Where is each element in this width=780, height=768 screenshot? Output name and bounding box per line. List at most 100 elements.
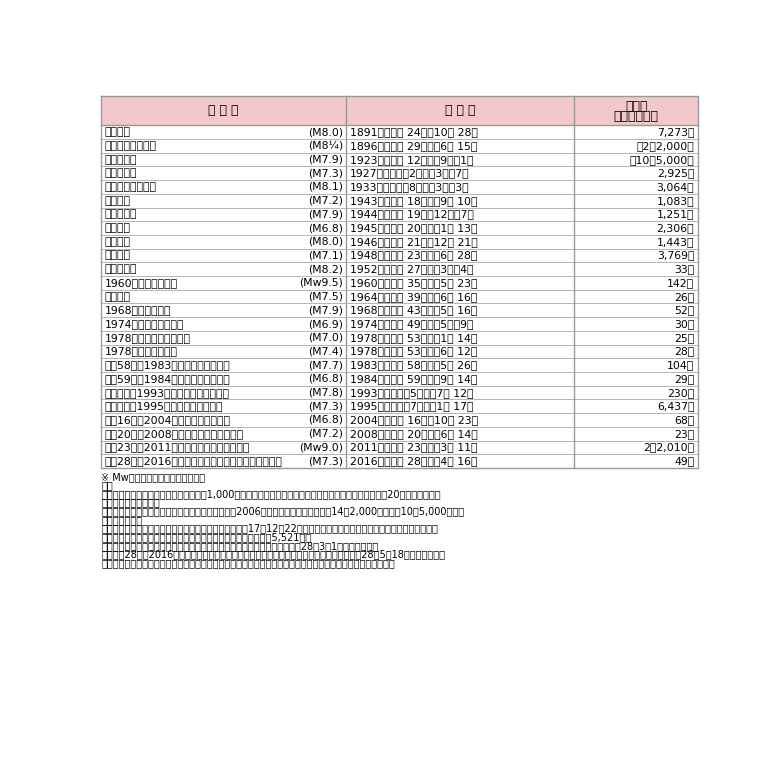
Text: 1943年（昭和 18年）　9月 10日: 1943年（昭和 18年） 9月 10日	[350, 196, 477, 206]
Text: 1974年（昭和 49年）　5月　9日: 1974年（昭和 49年） 5月 9日	[350, 319, 473, 329]
Text: 25人: 25人	[674, 333, 694, 343]
Text: 104人: 104人	[667, 360, 694, 370]
Text: 約10万5,000人: 約10万5,000人	[629, 154, 694, 164]
Text: 1,083人: 1,083人	[657, 196, 694, 206]
Text: 29人: 29人	[674, 374, 694, 384]
Text: ※ Mw：モーメントマグニチュード: ※ Mw：モーメントマグニチュード	[101, 472, 205, 482]
Text: (Mw9.0): (Mw9.0)	[300, 442, 343, 452]
Text: 6,437人: 6,437人	[657, 401, 694, 411]
Text: 26人: 26人	[674, 292, 694, 302]
Text: 地震動に基づく建物倒壊・火災等を直接原因とする死者は、5,521人。: 地震動に基づく建物倒壊・火災等を直接原因とする死者は、5,521人。	[101, 532, 311, 542]
Text: 1923年（大正 12年）　9月　1日: 1923年（大正 12年） 9月 1日	[350, 154, 473, 164]
Text: 68人: 68人	[674, 415, 694, 425]
Text: 142人: 142人	[667, 278, 694, 288]
Text: １．戦前については死者・行方不明者が1,000人を超える被害地震、戦後については死者・行方不明者が20人を超える被害: １．戦前については死者・行方不明者が1,000人を超える被害地震、戦後については…	[101, 489, 441, 499]
Text: (M8¼): (M8¼)	[308, 141, 343, 151]
Text: 平成16年（2004年）新潟県中越地震: 平成16年（2004年）新潟県中越地震	[105, 415, 230, 425]
Text: 52人: 52人	[674, 306, 694, 316]
Text: 1968年十勝沖地震: 1968年十勝沖地震	[105, 306, 171, 316]
Text: 1891年（明治 24年）10月 28日: 1891年（明治 24年）10月 28日	[350, 127, 478, 137]
Text: 十勝沖地震: 十勝沖地震	[105, 264, 137, 274]
Text: 1978年伊豆大島近海地震: 1978年伊豆大島近海地震	[105, 333, 190, 343]
Text: (M7.0): (M7.0)	[308, 333, 343, 343]
Text: 死者・: 死者・	[625, 101, 647, 114]
Text: 1,251人: 1,251人	[657, 210, 694, 220]
Text: 鳥取地震: 鳥取地震	[105, 196, 130, 206]
Text: 平成23年（2011年）東北地方太平洋沖地震: 平成23年（2011年）東北地方太平洋沖地震	[105, 442, 250, 452]
Text: 1927年（昭和　2年）　3月　7日: 1927年（昭和 2年） 3月 7日	[350, 168, 470, 178]
Text: (M7.1): (M7.1)	[308, 250, 343, 260]
Text: ５．平成28年（2016年）熊本県熊本地方を震源とする地震は、本震のみ表示し、被害は平成28年5月18日時点のもの。: ５．平成28年（2016年）熊本県熊本地方を震源とする地震は、本震のみ表示し、被…	[101, 549, 445, 559]
Text: (M7.7): (M7.7)	[308, 360, 343, 370]
Text: 1896年（明治 29年）　6月 15日: 1896年（明治 29年） 6月 15日	[350, 141, 477, 151]
Text: 1960年チリ地震津波: 1960年チリ地震津波	[105, 278, 178, 288]
Text: 1945年（昭和 20年）　1月 13日: 1945年（昭和 20年） 1月 13日	[350, 223, 477, 233]
Text: (M7.8): (M7.8)	[308, 388, 343, 398]
Text: 関東大地震: 関東大地震	[105, 154, 137, 164]
Text: 23人: 23人	[674, 429, 694, 439]
Text: 注）: 注）	[101, 481, 113, 491]
Text: 1946年（昭和 21年）12月 21日: 1946年（昭和 21年）12月 21日	[350, 237, 478, 247]
Text: 平成20年（2008年）岩手・宮城内陸地震: 平成20年（2008年）岩手・宮城内陸地震	[105, 429, 243, 439]
Text: 3,769人: 3,769人	[657, 250, 694, 260]
Text: 7,273人: 7,273人	[657, 127, 694, 137]
Text: 2004年（平成 16年）10月 23日: 2004年（平成 16年）10月 23日	[350, 415, 478, 425]
Text: 1952年（昭和 27年）　3月　4日: 1952年（昭和 27年） 3月 4日	[350, 264, 473, 274]
Bar	[101, 96, 698, 125]
Text: (M7.9): (M7.9)	[308, 154, 343, 164]
Text: 2011年（平成 23年）　3月 11日: 2011年（平成 23年） 3月 11日	[350, 442, 477, 452]
Text: 1978年（昭和 53年）　6月 12日: 1978年（昭和 53年） 6月 12日	[350, 346, 477, 356]
Text: 平成５年（1993年）北海道南西沖地震: 平成５年（1993年）北海道南西沖地震	[105, 388, 229, 398]
Text: 1983年（昭和 58年）　5月 26日: 1983年（昭和 58年） 5月 26日	[350, 360, 477, 370]
Text: 33人: 33人	[674, 264, 694, 274]
Text: 明治三陸地震津波: 明治三陸地震津波	[105, 141, 157, 151]
Text: 平成７年（1995年）兵庫県南部地震: 平成７年（1995年）兵庫県南部地震	[105, 401, 223, 411]
Text: 福井地震: 福井地震	[105, 250, 130, 260]
Text: 2,306人: 2,306人	[657, 223, 694, 233]
Text: 平成28年（2016年）熊本県熊本地方を震源とする地震: 平成28年（2016年）熊本県熊本地方を震源とする地震	[105, 456, 282, 466]
Text: 2008年（平成 20年）　6月 14日: 2008年（平成 20年） 6月 14日	[350, 429, 478, 439]
Text: 1944年（昭和 19年）12月　7日: 1944年（昭和 19年）12月 7日	[350, 210, 474, 220]
Text: (M7.9): (M7.9)	[308, 210, 343, 220]
Text: (M6.8): (M6.8)	[308, 223, 343, 233]
Text: 230人: 230人	[667, 388, 694, 398]
Text: 変更した。: 変更した。	[101, 515, 143, 525]
Text: 2,925人: 2,925人	[657, 168, 694, 178]
Text: (M6.8): (M6.8)	[308, 374, 343, 384]
Text: 1974年伊豆半島沖地震: 1974年伊豆半島沖地震	[105, 319, 184, 329]
Text: (Mw9.5): (Mw9.5)	[300, 278, 343, 288]
Text: 三河地震: 三河地震	[105, 223, 130, 233]
Text: 1984年（昭和 59年）　9月 14日: 1984年（昭和 59年） 9月 14日	[350, 374, 477, 384]
Text: (M7.5): (M7.5)	[308, 292, 343, 302]
Text: 1933年（昭和　8年）　3月　3日: 1933年（昭和 8年） 3月 3日	[350, 182, 470, 192]
Text: ３．兵庫県南部地震の死者・行方不明者については平成17年12月22日現在の数値。いわゆる関連死を除く地震発生当日の: ３．兵庫県南部地震の死者・行方不明者については平成17年12月22日現在の数値。…	[101, 524, 438, 534]
Text: 東南海地震: 東南海地震	[105, 210, 137, 220]
Text: 1968年（昭和 43年）　5月 16日: 1968年（昭和 43年） 5月 16日	[350, 306, 477, 316]
Text: 30人: 30人	[674, 319, 694, 329]
Text: 2016年（平成 28年）　4月 16日: 2016年（平成 28年） 4月 16日	[350, 456, 477, 466]
Text: 1,443人: 1,443人	[657, 237, 694, 247]
Text: 新潟地震: 新潟地震	[105, 292, 130, 302]
Text: (M6.8): (M6.8)	[308, 415, 343, 425]
Text: (M7.2): (M7.2)	[308, 196, 343, 206]
Text: 行方不明者数: 行方不明者数	[614, 110, 658, 123]
Text: 1978年（昭和 53年）　1月 14日: 1978年（昭和 53年） 1月 14日	[350, 333, 477, 343]
Text: 濃尾地震: 濃尾地震	[105, 127, 130, 137]
Text: 1995年（平成　7年）　1月 17日: 1995年（平成 7年） 1月 17日	[350, 401, 473, 411]
Text: 北丹後地震: 北丹後地震	[105, 168, 137, 178]
Text: 昭和59年（1984年）長野県西部地震: 昭和59年（1984年）長野県西部地震	[105, 374, 230, 384]
Text: (M8.2): (M8.2)	[308, 264, 343, 274]
Text: 災 害 名: 災 害 名	[208, 104, 239, 118]
Text: 2万2,010人: 2万2,010人	[644, 442, 694, 452]
Text: 1978年宮城県沖地震: 1978年宮城県沖地震	[105, 346, 178, 356]
Text: ２．関東地震の死者・行方不明者数は、理科年表（2006年版）の改訂に基づき、約14万2,000人から約10万5,000人へと: ２．関東地震の死者・行方不明者数は、理科年表（2006年版）の改訂に基づき、約1…	[101, 506, 465, 516]
Text: (M7.3): (M7.3)	[308, 456, 343, 466]
Text: (M8.1): (M8.1)	[308, 182, 343, 192]
Text: 28人: 28人	[674, 346, 694, 356]
Text: 49人: 49人	[674, 456, 694, 466]
Text: 出典：理科年表、消防庁資料、警察庁資料、日本被害地震総覧、緊急災害対策本部資料、非常災害対策本部資料: 出典：理科年表、消防庁資料、警察庁資料、日本被害地震総覧、緊急災害対策本部資料、…	[101, 558, 395, 568]
Text: (M6.9): (M6.9)	[308, 319, 343, 329]
Text: 南海地震: 南海地震	[105, 237, 130, 247]
Text: (M7.9): (M7.9)	[308, 306, 343, 316]
Text: 昭和三陸地震津波: 昭和三陸地震津波	[105, 182, 157, 192]
